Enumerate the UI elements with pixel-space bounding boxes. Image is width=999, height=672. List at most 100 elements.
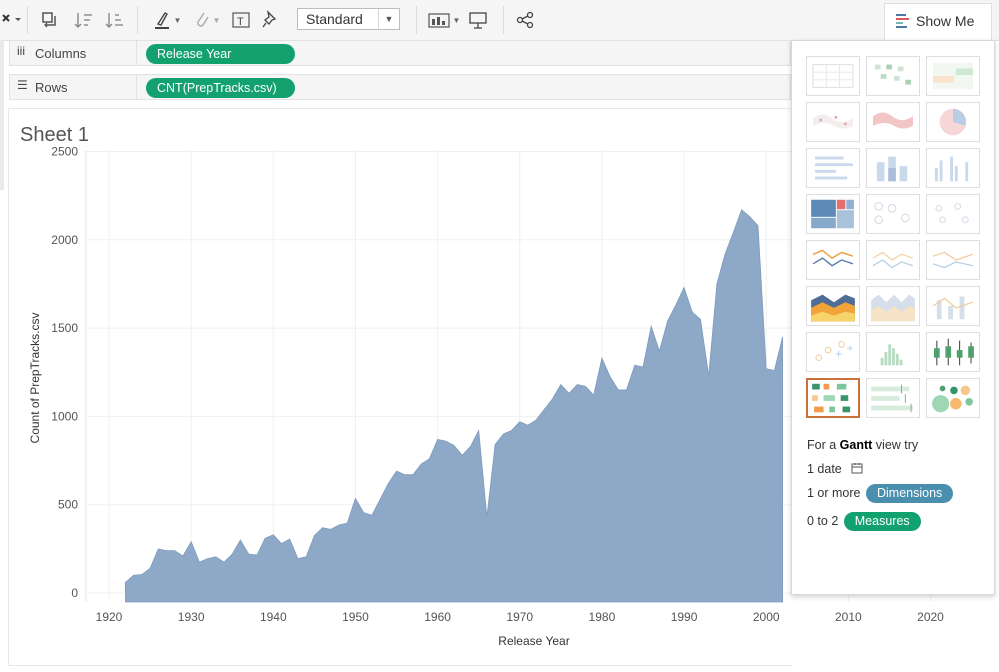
stacked-bars-chart-button[interactable] [866,148,920,188]
y-axis-ticks: 0 500 1000 1500 2000 2500 [51,145,78,601]
stacked-bars-chart-icon [876,156,908,182]
toolbar-separator [416,6,417,34]
toolbar-separator [137,6,138,34]
heat-map-chart-button[interactable] [866,56,920,96]
toolbar-separator [27,6,28,34]
y-axis-label: Count of PrepTracks.csv [28,313,42,444]
rows-icon: ☰ [17,78,28,92]
dual-lines-chart-button[interactable] [926,240,980,280]
y-tick-label: 1500 [51,321,78,335]
area-discrete-chart-icon [871,294,915,322]
show-cards-icon[interactable]: ▼ [427,8,461,32]
columns-icon: iii [17,44,25,58]
toolbar-separator [503,6,504,34]
x-tick-label: 2000 [753,610,780,624]
fix-axes-pin-icon[interactable] [259,8,281,32]
req-date-text: 1 date [807,462,842,476]
dual-lines-chart-icon [932,251,974,269]
lines-continuous-chart-icon [812,249,854,267]
x-tick-label: 1930 [178,610,205,624]
highlight-table-chart-button[interactable] [926,56,980,96]
histogram-chart-icon [880,344,903,366]
side-by-side-bars-chart-button[interactable] [926,148,980,188]
side-by-side-circles-chart-icon [935,203,969,224]
symbol-map-chart-button[interactable] [806,102,860,142]
lines-discrete-chart-button[interactable] [866,240,920,280]
presentation-mode-icon[interactable] [467,8,489,32]
sort-descending-icon[interactable] [104,8,126,32]
hint-chart-name: Gantt [839,438,873,452]
show-mark-labels-icon[interactable]: T [229,8,253,32]
scatter-plot-chart-button[interactable] [806,332,860,372]
filled-map-chart-button[interactable] [866,102,920,142]
cnt-preptracks-pill[interactable]: CNT(PrepTracks.csv) [146,78,295,98]
requirement-measures: 0 to 2 Measures [807,512,921,531]
x-tick-label: 1960 [424,610,451,624]
sort-ascending-icon[interactable] [73,8,95,32]
dimensions-pill: Dimensions [865,484,954,503]
scatter-plot-chart-icon [815,341,853,362]
area-discrete-chart-button[interactable] [866,286,920,326]
area-continuous-chart-button[interactable] [806,286,860,326]
hint-suffix: view try [875,438,919,452]
box-and-whisker-chart-button[interactable] [926,332,980,372]
heat-map-chart-icon [874,64,912,85]
dual-combination-chart-icon [932,296,974,320]
rows-shelf-label: ☰ Rows [10,75,137,99]
dual-combination-chart-button[interactable] [926,286,980,326]
packed-bubbles-chart-button[interactable] [926,378,980,418]
rows-shelf[interactable]: ☰ Rows CNT(PrepTracks.csv) [9,74,791,100]
lines-continuous-chart-button[interactable] [806,240,860,280]
side-by-side-circles-chart-button[interactable] [926,194,980,234]
x-tick-label: 1920 [96,610,123,624]
toolbar: ▼ ▼ T Standard ▼ ▼ Show Me [0,0,999,41]
x-tick-label: 2020 [917,610,944,624]
circle-views-chart-button[interactable] [866,194,920,234]
highlight-table-chart-icon [933,62,973,90]
x-tick-label: 1950 [342,610,369,624]
text-table-chart-button[interactable] [806,56,860,96]
side-by-side-bars-chart-icon [934,156,969,182]
gantt-chart-icon [812,383,851,413]
horizontal-bars-chart-icon [814,156,853,180]
bullet-graph-chart-icon [871,384,913,413]
fit-select[interactable]: Standard ▼ [297,8,400,30]
filled-map-chart-icon [873,112,913,129]
release-year-pill[interactable]: Release Year [146,44,295,64]
requirement-dimensions: 1 or more Dimensions [807,484,954,503]
highlight-icon[interactable]: ▼ [150,8,184,32]
columns-label-text: Columns [35,46,87,61]
fit-select-value: Standard [306,11,363,27]
area-series[interactable] [124,209,784,603]
columns-shelf-label: iii Columns [10,41,137,65]
columns-shelf[interactable]: iii Columns Release Year [9,40,791,66]
area-continuous-chart-icon [811,294,855,322]
swap-rows-columns-icon[interactable] [38,8,62,32]
x-tick-label: 1980 [589,610,616,624]
gantt-chart-button[interactable] [806,378,860,418]
show-me-panel [791,40,995,595]
requirement-date: 1 date [807,462,863,476]
treemap-chart-icon [811,199,854,229]
treemap-chart-button[interactable] [806,194,860,234]
bullet-graph-chart-button[interactable] [866,378,920,418]
req-measures-text: 0 to 2 [807,514,839,528]
sheet-title: Sheet 1 [20,124,89,146]
sort-options-icon[interactable] [0,8,22,32]
x-tick-label: 1990 [671,610,698,624]
histogram-chart-button[interactable] [866,332,920,372]
measures-pill: Measures [843,512,921,531]
svg-text:T: T [237,16,244,28]
group-members-icon[interactable]: ▼ [190,8,224,32]
pie-chart-button[interactable] [926,102,980,142]
show-me-icon [896,14,909,28]
share-icon[interactable] [514,8,536,32]
x-tick-label: 2010 [835,610,862,624]
x-tick-label: 1940 [260,610,287,624]
y-tick-label: 2500 [51,145,78,159]
show-me-button[interactable]: Show Me [884,3,992,40]
x-tick-label: 1970 [506,610,533,624]
y-tick-label: 500 [58,498,78,512]
horizontal-bars-chart-button[interactable] [806,148,860,188]
